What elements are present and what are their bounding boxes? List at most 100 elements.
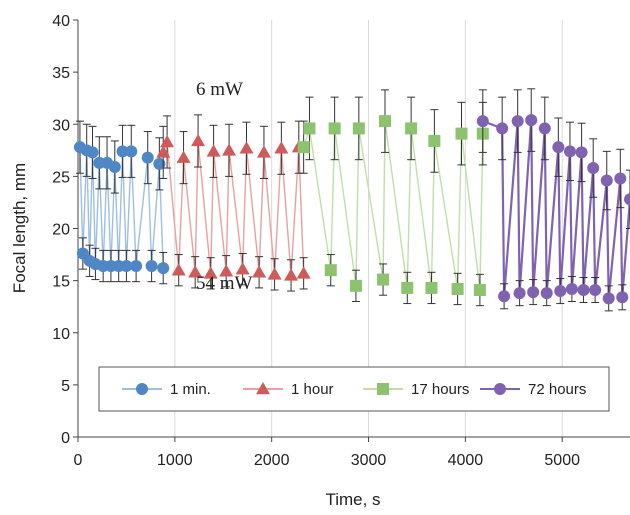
y-tick-label: 0 [61,430,70,447]
data-point [589,284,602,297]
series-line [79,147,164,269]
data-point [141,151,154,164]
data-point [176,150,191,163]
data-point [511,115,524,128]
data-point [297,141,310,154]
series-2 [297,89,489,307]
data-point [284,268,299,281]
data-point [153,157,166,170]
data-point [156,145,171,158]
data-point [188,265,203,278]
y-tick-label: 40 [52,13,70,30]
data-point [130,260,143,273]
data-point [498,290,511,303]
data-point [428,134,441,147]
data-point [563,145,576,158]
y-tick-label: 15 [52,274,70,291]
data-point [239,141,254,154]
x-tick-label: 1000 [157,452,193,469]
data-point [565,282,578,295]
legend: 1 min. 1 hour 17 hours 72 hours [98,366,610,412]
y-tick-label: 5 [61,378,70,395]
data-point [525,114,538,127]
data-point [274,141,289,154]
data-point [425,281,438,294]
y-tick-label: 30 [52,117,70,134]
data-point [120,260,133,273]
series-line [302,121,484,291]
y-axis-title: Focal length, mm [10,163,29,293]
legend-label: 1 min. [170,381,211,398]
tick-labels: 0 1000 2000 3000 4000 5000 0 5 10 15 20 25 30 35 40 [52,13,580,469]
data-point [252,265,267,278]
data-point [377,273,390,286]
data-point [552,141,565,154]
data-point [614,172,627,185]
data-point [527,286,540,299]
data-point [587,162,600,175]
data-point [513,287,526,300]
data-point [86,146,99,159]
legend-box [98,366,610,412]
data-point [401,281,414,294]
series-line [482,120,630,299]
data-point [235,262,250,275]
x-tick-label: 0 [74,452,83,469]
data-point [219,264,234,277]
data-point [451,282,464,295]
data-point [328,122,341,135]
data-point [303,122,316,135]
x-tick-label: 2000 [254,452,290,469]
data-point [116,145,129,158]
data-point [554,285,567,298]
data-point [602,292,615,305]
legend-label: 1 hour [291,381,334,398]
data-point [540,287,553,300]
data-point [405,122,418,135]
data-point [473,284,486,297]
data-point [296,266,311,279]
data-point [624,193,630,206]
data-point [267,267,282,280]
data-point [455,127,468,140]
legend-marker [256,382,270,395]
x-tick-label: 5000 [544,452,580,469]
series-0 [73,120,170,285]
data-point [352,122,365,135]
x-axis-title: Time, s [325,490,380,509]
x-tick-label: 4000 [448,452,484,469]
annotation-54mw: 54 mW [196,273,253,294]
series-layer [73,88,630,312]
series-1 [156,114,311,292]
legend-label: 72 hours [528,381,586,398]
data-point [324,264,337,277]
legend-marker [494,383,506,395]
data-point [160,134,175,148]
data-point [256,145,271,158]
data-point [577,284,590,297]
series-3 [476,88,630,312]
data-point [203,266,218,279]
legend-marker [136,383,148,395]
data-point [108,160,121,173]
data-point [616,291,629,304]
data-point [349,279,362,292]
legend-marker [377,383,389,395]
axes [73,19,630,442]
y-tick-label: 25 [52,169,70,186]
data-point [575,146,588,159]
data-point [476,115,489,128]
data-point [600,174,613,187]
data-point [125,145,138,158]
y-tick-label: 10 [52,326,70,343]
data-point [378,115,391,128]
y-tick-label: 20 [52,222,70,239]
data-point [145,260,158,273]
data-point [538,122,551,135]
data-point [496,122,509,135]
data-point [206,144,221,157]
data-point [191,133,206,147]
data-point [222,143,237,156]
legend-label: 17 hours [411,381,469,398]
